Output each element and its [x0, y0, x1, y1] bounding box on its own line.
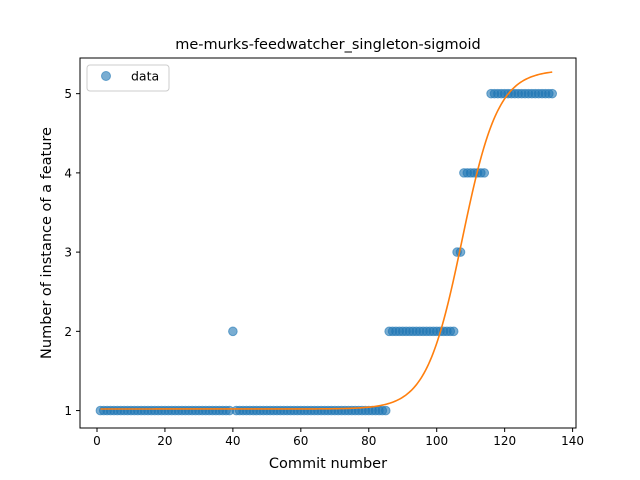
- x-tick-label: 120: [493, 434, 516, 448]
- x-tick-label: 100: [425, 434, 448, 448]
- x-tick-label: 40: [225, 434, 240, 448]
- chart-title: me-murks-feedwatcher_singleton-sigmoid: [175, 37, 481, 53]
- y-tick-label: 5: [64, 87, 72, 101]
- data-point: [229, 327, 238, 336]
- x-tick-label: 80: [361, 434, 376, 448]
- legend-marker: [102, 72, 111, 81]
- x-tick-label: 0: [93, 434, 101, 448]
- data-point: [548, 89, 557, 98]
- data-point: [449, 327, 458, 336]
- y-axis-label: Number of instance of a feature: [39, 127, 55, 359]
- x-tick-label: 60: [293, 434, 308, 448]
- legend-label-data: data: [131, 69, 159, 84]
- data-point: [381, 406, 390, 415]
- y-tick-label: 2: [64, 325, 72, 339]
- x-tick-label: 140: [561, 434, 584, 448]
- x-tick-label: 20: [157, 434, 172, 448]
- data-point: [480, 169, 489, 178]
- legend: data: [87, 65, 169, 91]
- y-tick-label: 1: [64, 404, 72, 418]
- y-tick-label: 3: [64, 246, 72, 260]
- x-axis-label: Commit number: [269, 456, 387, 472]
- y-tick-label: 4: [64, 166, 72, 180]
